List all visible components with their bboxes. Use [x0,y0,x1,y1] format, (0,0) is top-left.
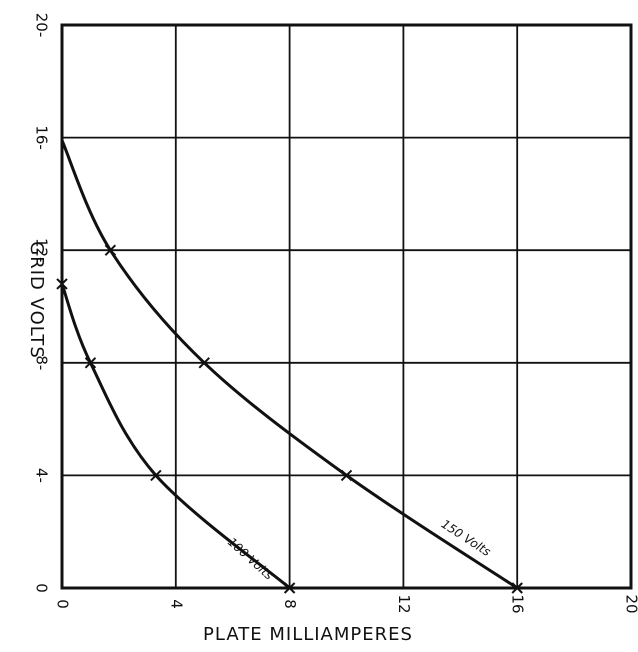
curves [60,139,519,590]
y-tick-label-12: 12- [32,238,50,263]
data-point-0-1 [84,357,97,369]
data-point-1-0 [104,244,117,256]
series-label-0: 100 Volts [225,535,276,583]
series-line-1 [60,139,519,590]
data-point-1-2 [340,469,353,482]
data-point-0-2 [150,469,162,482]
x-tick-label-20: 20 [623,594,638,613]
x-tick-labels: 0 4 8 12 16 20 [54,594,638,613]
data-point-0-3 [283,582,296,594]
y-tick-label-8: 8- [33,355,51,370]
plot-frame [60,23,633,590]
series-label-1: 150 Volts [439,517,493,559]
x-tick-label-4: 4 [167,599,185,609]
data-point-0-0 [56,278,68,290]
x-tick-label-8: 8 [281,599,299,609]
y-tick-label-0: 0 [33,583,51,593]
series-labels: 100 Volts 150 Volts [225,517,493,583]
x-tick-label-12: 12 [395,594,413,613]
markers [56,244,523,594]
y-tick-labels: 0 4- 8- 12- 16- 20- [32,13,50,593]
grid-lines [62,25,631,588]
y-axis-title: GRID VOLTS [26,241,47,358]
y-tick-label-4: 4- [33,468,51,483]
y-tick-label-16: 16- [33,125,51,150]
x-tick-label-16: 16 [509,594,527,613]
x-tick-label-0: 0 [54,599,72,609]
data-point-1-1 [198,357,210,369]
x-axis-title: PLATE MILLIAMPERES [203,624,413,645]
series-line-0 [60,283,291,590]
y-tick-label-20: 20- [33,13,51,38]
data-point-1-3 [511,582,523,594]
